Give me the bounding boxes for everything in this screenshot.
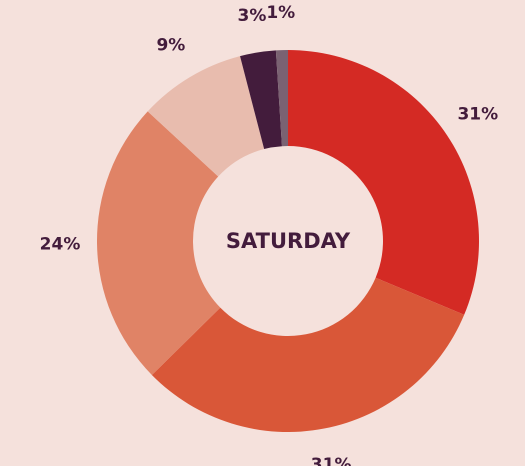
value-label: 31%	[457, 105, 498, 125]
donut-slice	[151, 277, 465, 432]
value-label: 31%	[311, 455, 352, 466]
value-label: 9%	[156, 35, 185, 55]
donut-slice	[275, 50, 288, 147]
donut-slice	[288, 50, 479, 315]
donut-slice	[147, 56, 265, 177]
value-label: 3%	[238, 6, 267, 26]
value-label: 24%	[40, 235, 81, 255]
chart-title: SATURDAY	[226, 229, 351, 253]
donut-slice	[96, 111, 221, 375]
donut-slice	[240, 50, 282, 150]
value-label: 1%	[266, 3, 295, 23]
